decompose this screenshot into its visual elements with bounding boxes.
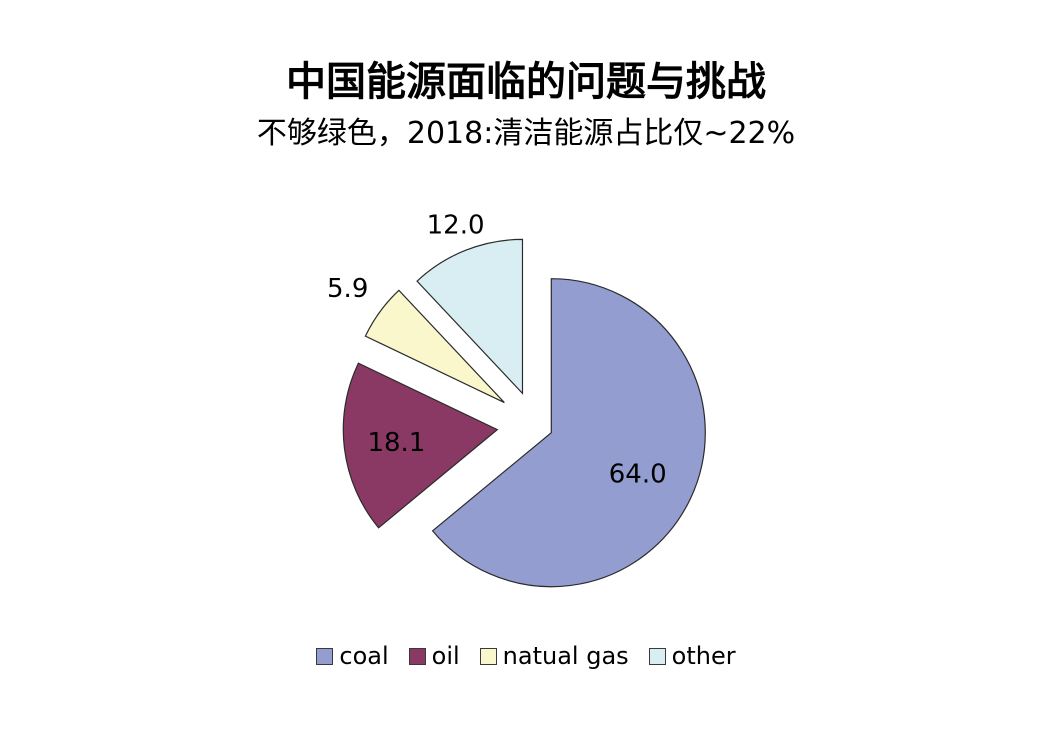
legend-swatch (648, 647, 666, 665)
data-label-other: 12.0 (427, 210, 485, 240)
pie-slice-coal (431, 278, 706, 588)
pie-slice-other (416, 238, 524, 395)
legend-swatch (479, 647, 497, 665)
chart-title: 中国能源面临的问题与挑战 (286, 59, 766, 105)
legend-label: oil (431, 642, 460, 670)
chart-legend: coal oil natual gas other (0, 640, 1052, 672)
legend-item-other: other (648, 640, 736, 672)
legend-item-coal: coal (316, 640, 389, 672)
legend-item-natual-gas: natual gas (479, 640, 629, 672)
legend-swatch (316, 647, 334, 665)
data-label-oil: 18.1 (367, 428, 425, 458)
pie-slice-natual-gas (364, 289, 505, 404)
legend-swatch (408, 647, 426, 665)
legend-label: natual gas (502, 642, 629, 670)
chart-subtitle: 不够绿色，2018:清洁能源占比仅~22% (256, 116, 796, 151)
data-label-natual-gas: 5.9 (327, 274, 368, 304)
legend-item-oil: oil (408, 640, 460, 672)
legend-label: coal (339, 642, 389, 670)
pie-slice-oil (342, 362, 499, 529)
legend-label: other (671, 642, 736, 670)
data-label-coal: 64.0 (609, 459, 667, 489)
